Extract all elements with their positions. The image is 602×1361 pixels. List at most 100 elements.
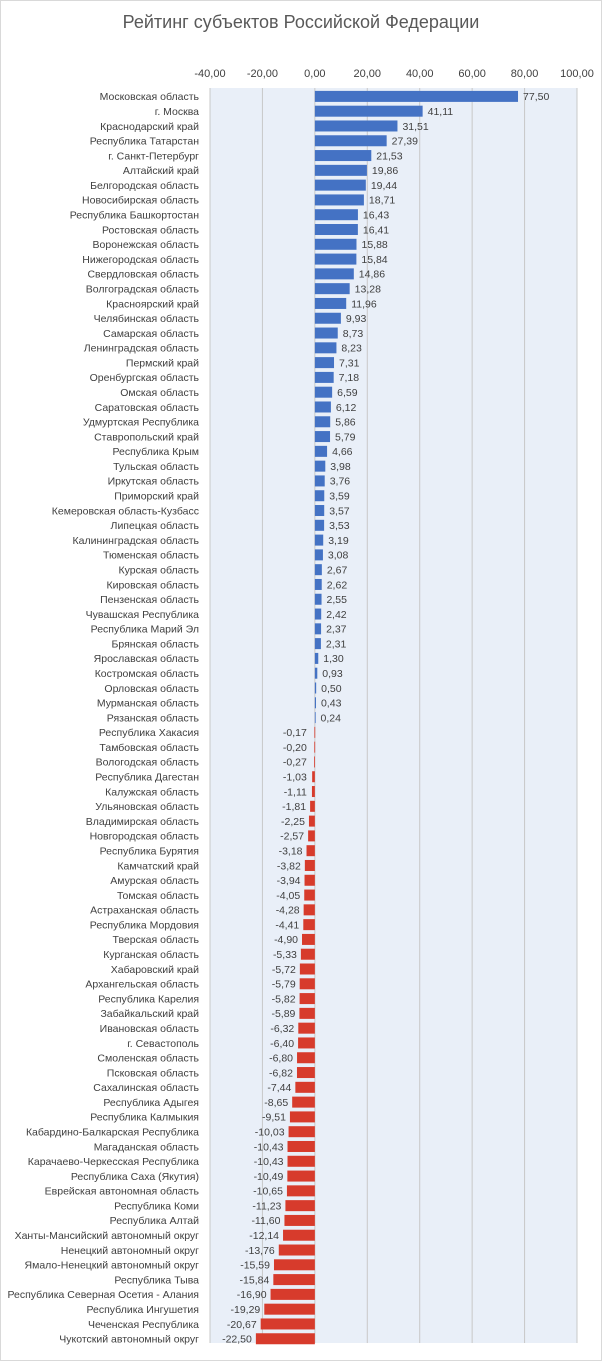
bar (289, 1111, 315, 1123)
category-label: Ямало-Ненецкий автономный округ (25, 1260, 200, 1272)
value-label: -0,20 (283, 742, 307, 754)
category-label: г. Москва (155, 106, 199, 118)
bar (299, 978, 315, 990)
category-label: Сахалинская область (93, 1082, 199, 1094)
bar (314, 490, 325, 502)
x-tick-label: -20,00 (247, 68, 278, 80)
bar (314, 371, 334, 383)
category-label: Астраханская область (90, 905, 199, 917)
bar (311, 786, 315, 798)
category-label: Республика Алтай (110, 1215, 199, 1227)
category-label: Саратовская область (95, 402, 200, 414)
bar (314, 312, 341, 324)
bar (314, 726, 316, 738)
value-label: 2,31 (326, 638, 347, 650)
value-label: 14,86 (359, 269, 385, 281)
x-tick-label: 20,00 (354, 68, 382, 80)
value-label: 27,39 (392, 136, 418, 148)
bar (314, 386, 333, 398)
category-label: Ярославская область (94, 653, 200, 665)
category-label: Волгоградская область (86, 283, 200, 295)
x-tick-label: 100,00 (560, 68, 594, 80)
category-label: Республика Бурятия (100, 845, 199, 857)
bar (314, 623, 322, 635)
bar (303, 904, 315, 916)
bar (314, 712, 316, 724)
bar (308, 830, 315, 842)
bar (314, 741, 316, 753)
category-label: Пензенская область (100, 594, 199, 606)
bar (314, 150, 372, 162)
bar (314, 268, 354, 280)
bar (314, 638, 321, 650)
category-label: Республика Тыва (114, 1274, 199, 1286)
category-label: Камчатский край (117, 860, 199, 872)
value-label: -11,23 (252, 1200, 281, 1212)
category-label: Республика Ингушетия (86, 1304, 199, 1316)
category-label: Ставропольский край (94, 431, 199, 443)
bar (314, 475, 325, 487)
value-label: 4,66 (332, 446, 353, 458)
value-label: -5,79 (272, 979, 296, 991)
category-label: Смоленская область (97, 1053, 199, 1065)
category-label: Красноярский край (106, 298, 199, 310)
value-label: 3,76 (330, 476, 351, 488)
value-label: 0,24 (320, 712, 341, 724)
category-label: Республика Карелия (98, 993, 199, 1005)
category-label: Чувашская Республика (86, 609, 200, 621)
category-label: Республика Марий Эл (91, 624, 199, 636)
bar (314, 593, 322, 605)
value-label: -4,90 (274, 934, 298, 946)
value-label: -5,33 (273, 949, 297, 961)
bar (304, 889, 315, 901)
value-label: 2,67 (327, 564, 348, 576)
category-label: Тверская область (113, 934, 200, 946)
value-label: 21,53 (376, 150, 402, 162)
bar (314, 505, 325, 517)
chart-title: Рейтинг субъектов Российской Федерации (122, 12, 480, 32)
bar (314, 283, 350, 295)
category-label: Московская область (100, 91, 200, 103)
value-label: 31,51 (402, 121, 428, 133)
bar (283, 1229, 315, 1241)
bar (304, 859, 315, 871)
category-label: Карачаево-Черкесская Республика (28, 1156, 199, 1168)
bar (306, 845, 315, 857)
value-label: -5,89 (271, 1008, 295, 1020)
category-label: Республика Мордовия (90, 919, 199, 931)
bar (314, 342, 337, 354)
value-label: 5,86 (335, 417, 356, 429)
bar (314, 297, 347, 309)
category-label: Республика Адыгея (103, 1097, 199, 1109)
category-label: Кировская область (106, 579, 199, 591)
value-label: -2,57 (280, 831, 304, 843)
category-label: Свердловская область (87, 269, 199, 281)
value-label: 5,79 (335, 431, 356, 443)
bar (314, 608, 322, 620)
value-label: 0,93 (322, 668, 343, 680)
category-label: Нижегородская область (82, 254, 199, 266)
value-label: -5,82 (272, 993, 296, 1005)
value-label: 2,62 (327, 579, 348, 591)
bar (314, 90, 519, 102)
category-label: Челябинская область (94, 313, 200, 325)
bar (314, 431, 331, 443)
value-label: 2,37 (326, 624, 347, 636)
category-label: Республика Коми (114, 1200, 199, 1212)
category-label: Вологодская область (96, 757, 200, 769)
bar (299, 963, 315, 975)
bar (264, 1303, 315, 1315)
value-label: -6,80 (269, 1053, 293, 1065)
bar (314, 401, 331, 413)
bar (303, 919, 315, 931)
bar (314, 135, 387, 147)
value-label: 2,55 (327, 594, 348, 606)
bar (273, 1274, 315, 1286)
value-label: -7,44 (267, 1082, 291, 1094)
value-label: -1,11 (284, 786, 307, 798)
category-label: Брянская область (112, 638, 200, 650)
value-label: 7,18 (339, 372, 360, 384)
value-label: 19,44 (371, 180, 397, 192)
value-label: -13,76 (245, 1245, 275, 1257)
